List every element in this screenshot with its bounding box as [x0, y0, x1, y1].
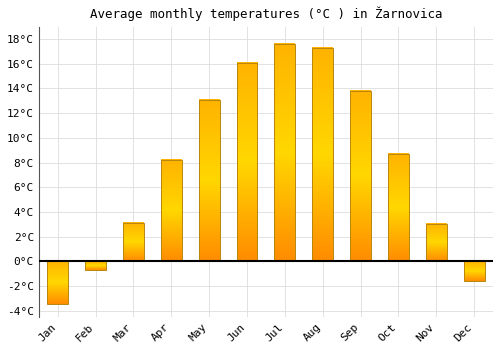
Bar: [312, 48, 333, 261]
Bar: [123, 223, 144, 261]
Bar: [236, 63, 258, 261]
Bar: [161, 160, 182, 261]
Bar: [350, 91, 371, 261]
Bar: [85, 261, 106, 270]
Bar: [198, 100, 220, 261]
Bar: [274, 44, 295, 261]
Bar: [48, 261, 68, 304]
Title: Average monthly temperatures (°C ) in Žarnovica: Average monthly temperatures (°C ) in Ža…: [90, 7, 442, 21]
Bar: [464, 261, 484, 281]
Bar: [426, 224, 446, 261]
Bar: [388, 154, 409, 261]
